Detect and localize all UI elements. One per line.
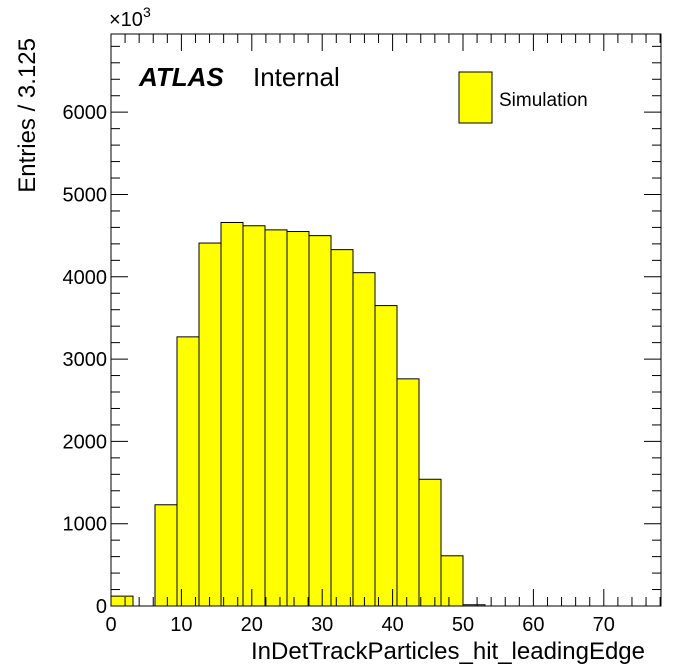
x-tick-label: 50	[452, 614, 474, 636]
y-tick-label: 5000	[63, 184, 108, 206]
internal-label: Internal	[253, 62, 340, 92]
histogram-bin	[440, 555, 464, 607]
y-tick-label: 2000	[63, 431, 108, 453]
histogram-bin	[286, 231, 310, 607]
y-axis-title: Entries / 3.125	[14, 38, 41, 193]
histogram-bin	[396, 378, 420, 607]
y-tick-label: 3000	[63, 349, 108, 371]
legend-swatch-simulation	[458, 71, 493, 124]
x-tick-label: 70	[593, 614, 615, 636]
x-axis-title: InDetTrackParticles_hit_leadingEdge	[251, 638, 645, 665]
histogram-bin	[154, 504, 178, 607]
y-tick-label: 1000	[63, 514, 108, 536]
y-tick-label: 6000	[63, 102, 108, 124]
atlas-label: ATLAS	[138, 62, 224, 92]
histogram-bars	[110, 221, 486, 607]
x-tick-label: 0	[105, 614, 116, 636]
histogram-bin	[176, 336, 200, 607]
x-tick-label: 10	[170, 614, 192, 636]
x-tick-label: 40	[381, 614, 403, 636]
histogram-bin	[198, 242, 222, 607]
histogram-bin	[110, 595, 134, 607]
y-axis-multiplier: ×103	[109, 4, 151, 31]
histogram-bin	[242, 225, 266, 607]
histogram-bin	[352, 272, 376, 607]
histogram-bin	[220, 221, 244, 607]
x-tick-label: 30	[311, 614, 333, 636]
tick-labels: 0 10 20 30 40 50 60 70 0 1000 2000 3000 4000 5000 6000	[63, 102, 615, 636]
x-tick-label: 20	[241, 614, 263, 636]
histogram-bin	[264, 229, 288, 607]
histogram-bin	[374, 305, 398, 607]
legend-label-simulation: Simulation	[499, 90, 588, 111]
histogram-bin	[418, 478, 442, 607]
axis-ticks	[110, 34, 661, 607]
y-tick-label: 0	[96, 596, 107, 618]
histogram-bin	[330, 249, 354, 607]
y-tick-label: 4000	[63, 267, 108, 289]
histogram-bin	[308, 235, 332, 607]
x-tick-label: 60	[522, 614, 544, 636]
plot-frame	[110, 33, 662, 607]
